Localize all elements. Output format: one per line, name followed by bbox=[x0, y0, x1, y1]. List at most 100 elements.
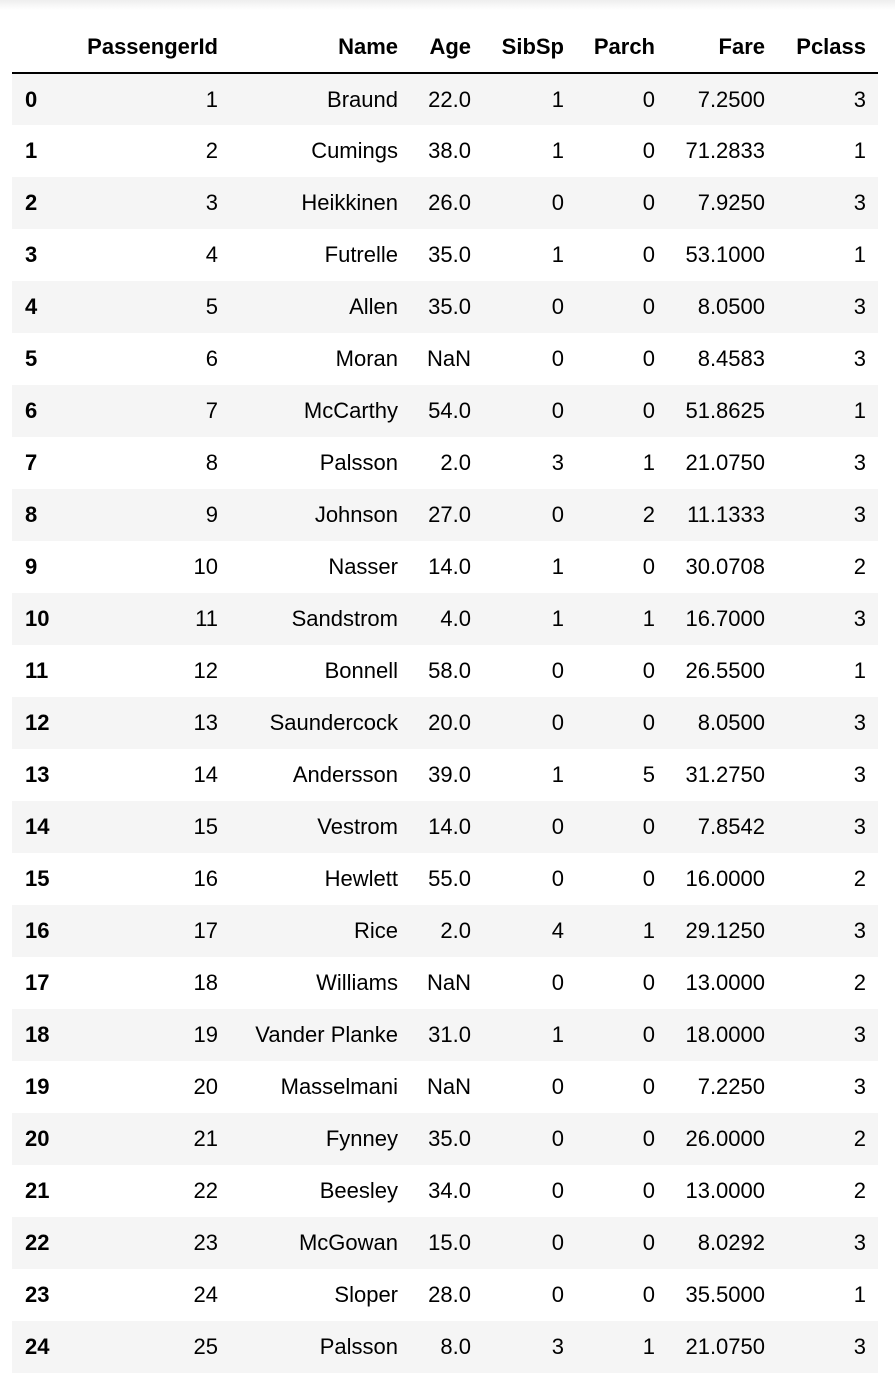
cell-name: Palsson bbox=[319, 1334, 398, 1359]
cell-parch: 0 bbox=[642, 1178, 655, 1203]
cell-parch: 0 bbox=[642, 658, 655, 683]
cell-sibsp: 0 bbox=[551, 658, 564, 683]
cell-fare: 8.4583 bbox=[697, 346, 765, 371]
cell-age: 20.0 bbox=[428, 710, 471, 735]
cell-sibsp: 0 bbox=[551, 710, 564, 735]
cell-passengerid: 2 bbox=[205, 138, 218, 163]
cell-age: 54.0 bbox=[428, 398, 471, 423]
cell-name: McCarthy bbox=[303, 398, 398, 423]
cell-parch: 0 bbox=[642, 1230, 655, 1255]
cell-age: 58.0 bbox=[428, 658, 471, 683]
cell-age: 55.0 bbox=[428, 866, 471, 891]
cell-pclass: 3 bbox=[853, 502, 866, 527]
row-index: 15 bbox=[25, 866, 50, 891]
table-row: 8 9 Johnson 27.0 0 2 11.1333 3 bbox=[12, 489, 878, 541]
column-header-fare: Fare bbox=[667, 22, 777, 74]
table-row: 13 14 Andersson 39.0 1 5 31.2750 3 bbox=[12, 749, 878, 801]
cell-name: Sloper bbox=[334, 1282, 398, 1307]
cell-sibsp: 0 bbox=[551, 1282, 564, 1307]
cell-parch: 1 bbox=[642, 918, 655, 943]
cell-fare: 7.2250 bbox=[697, 1074, 765, 1099]
row-index: 24 bbox=[25, 1334, 50, 1359]
cell-age: 14.0 bbox=[428, 814, 471, 839]
table-row: 1 2 Cumings 38.0 1 0 71.2833 1 bbox=[12, 125, 878, 177]
cell-name: Braund bbox=[327, 86, 398, 112]
cell-name: Saundercock bbox=[269, 710, 398, 735]
cell-pclass: 3 bbox=[853, 710, 866, 735]
cell-passengerid: 10 bbox=[193, 554, 218, 579]
cell-age: 15.0 bbox=[428, 1230, 471, 1255]
cell-parch: 0 bbox=[642, 1074, 655, 1099]
cell-passengerid: 17 bbox=[193, 918, 218, 943]
cell-parch: 0 bbox=[642, 398, 655, 423]
table-row: 2 3 Heikkinen 26.0 0 0 7.9250 3 bbox=[12, 177, 878, 229]
cell-pclass: 2 bbox=[853, 866, 866, 891]
cell-fare: 53.1000 bbox=[685, 242, 765, 267]
table-header: PassengerId Name Age SibSp Parch Fare Pc… bbox=[12, 22, 878, 74]
cell-name: Allen bbox=[349, 294, 398, 319]
cell-sibsp: 0 bbox=[551, 190, 564, 215]
cell-parch: 0 bbox=[642, 1282, 655, 1307]
cell-age: 35.0 bbox=[428, 294, 471, 319]
cell-sibsp: 0 bbox=[551, 1126, 564, 1151]
cell-name: McGowan bbox=[298, 1230, 398, 1255]
cell-passengerid: 20 bbox=[193, 1074, 218, 1099]
column-header-pclass: Pclass bbox=[777, 22, 878, 74]
row-index: 13 bbox=[25, 762, 50, 787]
cell-passengerid: 25 bbox=[193, 1334, 218, 1359]
cell-pclass: 3 bbox=[853, 450, 866, 475]
output-top-shadow bbox=[0, 0, 895, 10]
cell-pclass: 3 bbox=[853, 606, 866, 631]
row-index: 8 bbox=[25, 502, 38, 527]
table-row: 10 11 Sandstrom 4.0 1 1 16.7000 3 bbox=[12, 593, 878, 645]
row-index: 17 bbox=[25, 970, 50, 995]
cell-pclass: 3 bbox=[853, 918, 866, 943]
row-index: 2 bbox=[25, 190, 38, 215]
cell-sibsp: 0 bbox=[551, 294, 564, 319]
cell-sibsp: 3 bbox=[551, 450, 564, 475]
cell-name: Futrelle bbox=[324, 242, 398, 267]
cell-pclass: 1 bbox=[853, 1282, 866, 1307]
column-header-age: Age bbox=[410, 22, 483, 74]
cell-sibsp: 0 bbox=[551, 814, 564, 839]
index-header bbox=[12, 22, 64, 74]
row-index: 21 bbox=[25, 1178, 50, 1203]
row-index: 20 bbox=[25, 1126, 50, 1151]
table-row: 6 7 McCarthy 54.0 0 0 51.8625 1 bbox=[12, 385, 878, 437]
cell-pclass: 1 bbox=[853, 138, 866, 163]
cell-parch: 0 bbox=[642, 138, 655, 163]
row-index: 4 bbox=[25, 294, 38, 319]
cell-parch: 0 bbox=[642, 86, 655, 112]
cell-age: 31.0 bbox=[428, 1022, 471, 1047]
cell-passengerid: 22 bbox=[193, 1178, 218, 1203]
cell-parch: 0 bbox=[642, 814, 655, 839]
cell-pclass: 3 bbox=[853, 1074, 866, 1099]
cell-sibsp: 0 bbox=[551, 398, 564, 423]
cell-pclass: 2 bbox=[853, 970, 866, 995]
cell-passengerid: 16 bbox=[193, 866, 218, 891]
cell-sibsp: 1 bbox=[551, 138, 564, 163]
cell-passengerid: 13 bbox=[193, 710, 218, 735]
table-row: 0 1 Braund 22.0 1 0 7.2500 3 bbox=[12, 73, 878, 125]
cell-age: 27.0 bbox=[428, 502, 471, 527]
cell-pclass: 2 bbox=[853, 1178, 866, 1203]
row-index: 14 bbox=[25, 814, 50, 839]
cell-pclass: 3 bbox=[853, 814, 866, 839]
cell-fare: 8.0500 bbox=[697, 710, 765, 735]
cell-parch: 0 bbox=[642, 294, 655, 319]
cell-name: Beesley bbox=[319, 1178, 398, 1203]
cell-age: 38.0 bbox=[428, 138, 471, 163]
cell-passengerid: 21 bbox=[193, 1126, 218, 1151]
cell-age: 28.0 bbox=[428, 1282, 471, 1307]
cell-passengerid: 15 bbox=[193, 814, 218, 839]
cell-fare: 7.8542 bbox=[697, 814, 765, 839]
cell-name: Rice bbox=[353, 918, 398, 943]
cell-sibsp: 1 bbox=[551, 1022, 564, 1047]
cell-passengerid: 1 bbox=[205, 86, 218, 112]
cell-pclass: 3 bbox=[853, 190, 866, 215]
cell-name: Fynney bbox=[325, 1126, 398, 1151]
column-header-parch: Parch bbox=[576, 22, 667, 74]
cell-age: 2.0 bbox=[440, 918, 471, 943]
row-index: 0 bbox=[25, 86, 38, 112]
cell-fare: 13.0000 bbox=[685, 970, 765, 995]
